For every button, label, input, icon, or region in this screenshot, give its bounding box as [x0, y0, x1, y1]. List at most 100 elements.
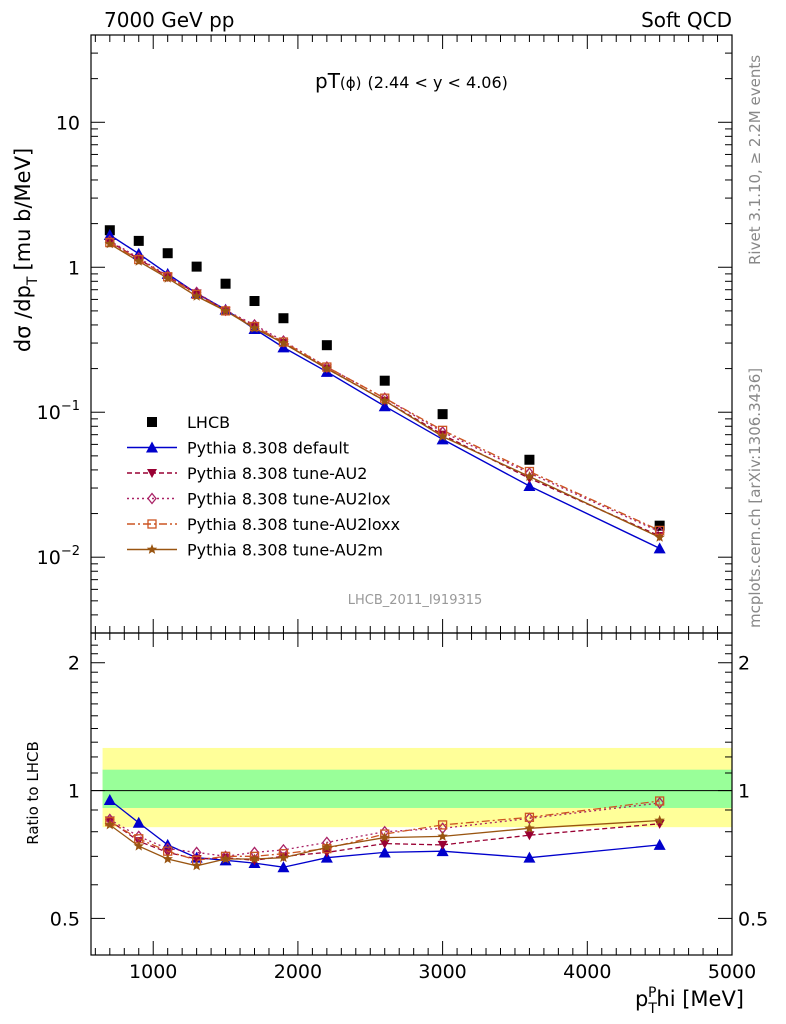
- main-point-0-8: [379, 375, 390, 386]
- legend-marker: [147, 492, 157, 505]
- ratio-series-line-4: [109, 819, 660, 867]
- y-tick-label: 10: [56, 112, 80, 134]
- ratio-point-0-0: [103, 794, 116, 806]
- plot-title: pT(ϕ) (2.44 < y < 4.06): [315, 69, 508, 93]
- ratio-point-4-5: [249, 853, 260, 864]
- title-range: (2.44 < y < 4.06): [368, 73, 508, 92]
- y-tick-label: 10−1: [37, 399, 80, 424]
- main-point-5-8: [379, 395, 390, 406]
- ratio-point-4-2: [162, 853, 173, 864]
- legend-marker: [146, 441, 158, 453]
- ratio-point-4-11: [654, 815, 665, 825]
- main-point-5-6: [278, 337, 289, 348]
- ratio-point-4-10: [524, 822, 535, 833]
- ylabel-main-text: dσ /dp: [11, 285, 35, 352]
- ratio-frame: [90, 632, 733, 956]
- header-left: 7000 GeV pp: [104, 8, 235, 32]
- ratio-point-1-3: [191, 855, 202, 865]
- legend-label: Pythia 8.308 tune-AU2: [187, 464, 367, 483]
- y-tick-base: 10: [37, 547, 61, 569]
- main-series-line-5: [109, 243, 660, 539]
- xlabel-sup: P: [648, 985, 656, 1001]
- main-point-3-7: [322, 360, 332, 374]
- xlabel-sub: T: [647, 1001, 657, 1017]
- ratio-point-4-1: [133, 840, 144, 851]
- legend-marker: [147, 469, 157, 478]
- main-series-line-4: [109, 241, 660, 532]
- main-point-5-4: [220, 305, 231, 316]
- legend-label: Pythia 8.308 tune-AU2m: [187, 541, 383, 560]
- ratio-band-1: [102, 769, 732, 808]
- ratio-point-2-3: [191, 846, 202, 859]
- ratio-y-tick-label: 1: [68, 781, 80, 803]
- y-axis-label-main: dσ /dpT [mu b/MeV]: [11, 148, 41, 352]
- y-tick-label: 10−2: [37, 544, 80, 569]
- x-tick-label: 5000: [708, 961, 756, 983]
- ratio-y-tick-label-right: 2: [738, 653, 750, 675]
- y-tick-exp: −1: [61, 399, 80, 414]
- ratio-point-0-9: [436, 845, 449, 857]
- ratio-point-1-8: [379, 839, 390, 849]
- ratio-series-line-0: [109, 799, 660, 868]
- legend: LHCB Pythia 8.308 default Pythia 8.308 tun…: [127, 413, 400, 560]
- ratio-point-4-9: [437, 830, 448, 841]
- y-tick-base: 10: [37, 402, 61, 424]
- ratio-point-1-9: [437, 840, 448, 850]
- main-point-5-10: [524, 471, 535, 481]
- main-point-0-2: [162, 248, 173, 259]
- ratio-point-0-8: [378, 846, 391, 858]
- ratio-point-3-10: [524, 812, 535, 822]
- main-series-line-3: [109, 240, 660, 533]
- ratio-y-tick-label-right: 0.5: [738, 908, 768, 930]
- main-point-1-11: [653, 542, 666, 554]
- ratio-point-4-7: [321, 841, 333, 852]
- ratio-point-4-6: [278, 852, 289, 863]
- legend-label: Pythia 8.308 default: [187, 439, 349, 458]
- main-point-5-3: [191, 290, 202, 301]
- main-point-0-9: [437, 409, 448, 420]
- main-point-3-8: [379, 392, 390, 405]
- xlabel-base: p: [635, 987, 648, 1011]
- main-series-line-1: [109, 234, 661, 550]
- ratio-point-0-1: [132, 816, 145, 828]
- ratio-point-0-10: [523, 851, 536, 863]
- ratio-point-0-11: [653, 838, 666, 850]
- mcplots-label: mcplots.cern.ch [arXiv:1306.3436]: [746, 368, 764, 628]
- x-tick-label: 2000: [274, 961, 322, 983]
- main-point-0-3: [191, 261, 202, 272]
- legend-label: Pythia 8.308 tune-AU2loxx: [187, 515, 400, 534]
- y-tick-label: 1: [68, 257, 80, 279]
- x-axis-label: pTPhi [MeV]: [635, 985, 744, 1017]
- main-point-5-7: [321, 363, 333, 373]
- main-point-5-2: [162, 272, 173, 283]
- ratio-point-1-10: [524, 831, 535, 841]
- y-axis-label-ratio: Ratio to LHCB: [24, 741, 42, 845]
- ratio-y-tick-label: 0.5: [50, 908, 80, 930]
- main-point-0-4: [220, 278, 231, 289]
- ratio-point-1-11: [654, 819, 665, 829]
- ratio-point-3-9: [437, 820, 448, 830]
- ratio-series-line-3: [109, 800, 660, 861]
- ratio-point-4-8: [379, 832, 390, 842]
- ylabel-main-sub: T: [25, 276, 41, 286]
- xlabel-rest: hi [MeV]: [656, 987, 744, 1011]
- main-point-5-1: [133, 255, 144, 266]
- y-tick-exp: −2: [61, 544, 80, 559]
- x-tick-label: 4000: [563, 961, 611, 983]
- ratio-y-tick-label: 2: [68, 653, 80, 675]
- legend-marker: [147, 417, 157, 427]
- main-point-1-10: [523, 479, 536, 491]
- ratio-y-tick-label-right: 1: [738, 781, 750, 803]
- main-point-5-9: [437, 431, 448, 441]
- rivet-label: Rivet 3.1.10, ≥ 2.2M events: [746, 55, 764, 265]
- main-point-0-1: [133, 235, 144, 246]
- main-point-0-5: [249, 296, 260, 307]
- main-point-0-7: [321, 340, 332, 351]
- title-main: pT: [315, 69, 341, 93]
- x-tick-label: 1000: [129, 961, 177, 983]
- ratio-point-3-11: [655, 796, 665, 806]
- ratio-point-0-6: [277, 861, 290, 873]
- header-right: Soft QCD: [641, 8, 732, 32]
